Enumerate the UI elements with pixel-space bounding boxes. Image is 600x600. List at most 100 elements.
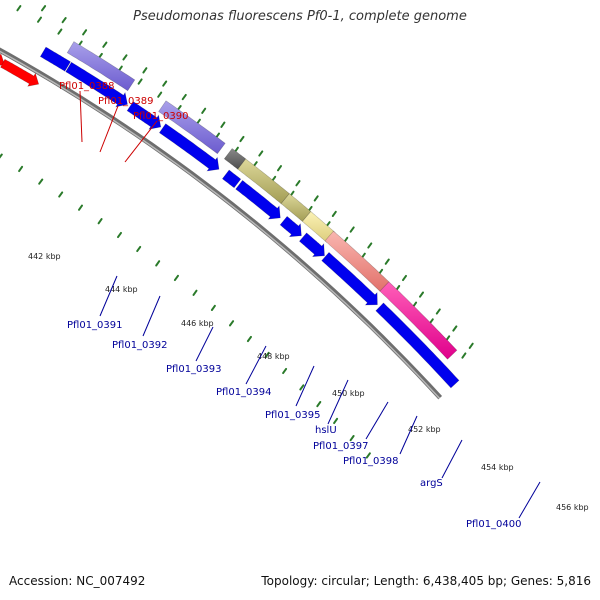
label-pfl01-0390-leader <box>124 120 158 163</box>
lower-minor-tick <box>162 80 168 87</box>
lower-minor-tick <box>402 274 407 282</box>
lower-minor-tick <box>384 258 390 265</box>
gene-pfl01-0400-category <box>379 281 458 360</box>
label-pfl01-0394: Pfl01_0394 <box>216 387 272 398</box>
label-args-leader <box>441 439 463 479</box>
gene-pfl01-0394-category <box>158 100 226 155</box>
tick-label: 446 kbp <box>181 319 214 328</box>
lower-minor-tick <box>331 210 337 217</box>
label-pfl01-0389: Pfl01_0389 <box>98 96 154 107</box>
lower-tick <box>461 352 467 359</box>
tick-label: 448 kbp <box>257 352 290 361</box>
gene-pfl01-0394-strand <box>158 123 220 172</box>
lower-tick <box>37 16 42 23</box>
lower-minor-tick <box>452 325 458 332</box>
gene-args-strand <box>321 251 378 306</box>
label-pfl01-0397: Pfl01_0397 <box>313 441 369 452</box>
accession-text: Accession: NC_007492 <box>9 574 146 588</box>
lower-minor-tick <box>41 5 47 12</box>
lower-minor-tick <box>468 342 474 349</box>
tick-label: 444 kbp <box>105 285 138 294</box>
lower-minor-tick <box>181 93 187 101</box>
lower-minor-tick <box>367 242 373 249</box>
upper-tick <box>38 178 44 185</box>
label-pfl01-0393: Pfl01_0393 <box>166 364 222 375</box>
lower-tick <box>137 78 143 85</box>
tick-label: 456 kbp <box>556 503 589 512</box>
upper-tick <box>18 165 24 173</box>
lower-minor-tick <box>258 150 264 157</box>
upper-tick <box>333 417 339 425</box>
label-pfl01-0389-leader <box>99 105 119 153</box>
gene-pfl01-0393-strand <box>126 101 162 130</box>
upper-tick <box>282 367 288 375</box>
chromosome-backbone <box>0 47 443 400</box>
lower-minor-tick <box>122 54 128 61</box>
label-pfl01-0400: Pfl01_0400 <box>466 519 522 530</box>
backbone-highlight <box>0 50 441 399</box>
upper-tick <box>78 204 83 211</box>
upper-tick <box>229 320 235 327</box>
label-pfl01-0393-leader <box>195 326 214 362</box>
label-pfl01-0391: Pfl01_0391 <box>67 320 123 331</box>
label-args: argS <box>420 478 443 489</box>
label-hslu: hslU <box>315 425 337 436</box>
lower-minor-tick <box>201 107 207 114</box>
tick-label: 452 kbp <box>408 425 441 434</box>
gene-pfl01-0392-strand <box>65 61 128 108</box>
lower-tick <box>16 5 22 12</box>
lower-minor-tick <box>239 135 245 143</box>
lower-tick <box>57 28 63 35</box>
lower-minor-tick <box>61 17 67 24</box>
upper-tick <box>155 260 161 267</box>
upper-tick <box>246 335 252 343</box>
tick-marks <box>0 5 474 459</box>
backbone-line <box>0 47 443 400</box>
gene-hslu-strand <box>235 179 281 220</box>
upper-tick <box>136 245 142 253</box>
label-pfl01-0391-leader <box>99 275 118 317</box>
gene-pfl01-0395-strand <box>221 169 242 189</box>
label-pfl01-0388-leader <box>79 90 83 143</box>
upper-tick <box>58 191 64 198</box>
label-pfl01-0398-leader <box>399 415 418 455</box>
upper-tick <box>349 435 355 442</box>
tick-label: 454 kbp <box>481 463 514 472</box>
gene-pfl01-0398-strand <box>298 232 325 257</box>
gene-pfl01-0397-strand <box>279 215 302 238</box>
upper-tick <box>97 218 103 225</box>
lower-minor-tick <box>349 226 355 233</box>
upper-tick <box>264 351 270 358</box>
upper-tick <box>210 304 216 311</box>
tick-label: 450 kbp <box>332 389 365 398</box>
label-pfl01-0398: Pfl01_0398 <box>343 456 399 467</box>
tick-label: 442 kbp <box>28 252 61 261</box>
lower-minor-tick <box>142 67 148 74</box>
lower-minor-tick <box>220 121 226 128</box>
label-pfl01-0395-leader <box>295 365 315 407</box>
upper-tick <box>192 289 198 296</box>
genome-summary-text: Topology: circular; Length: 6,438,405 bp… <box>261 574 591 588</box>
upper-tick <box>173 274 179 282</box>
label-pfl01-0400-leader <box>518 481 541 519</box>
upper-tick <box>365 452 371 459</box>
label-pfl01-0397-leader <box>365 401 389 440</box>
lower-minor-tick <box>277 165 282 172</box>
gene-pfl01-0390 <box>0 58 40 87</box>
label-pfl01-0390: Pfl01_0390 <box>133 111 189 122</box>
lower-minor-tick <box>82 29 88 36</box>
lower-minor-tick <box>419 291 424 298</box>
gene-pfl01-0391-strand <box>39 46 71 72</box>
gene-features <box>0 41 460 389</box>
feature-labels: 442 kbp 444 kbp 446 kbp 448 kbp 450 kbp 452 k… <box>28 81 589 530</box>
label-pfl01-0392-leader <box>142 295 161 337</box>
upper-tick <box>117 231 122 239</box>
gene-pfl01-0392-category <box>66 41 136 92</box>
lower-minor-tick <box>435 308 441 315</box>
genome-title: Pseudomonas fluorescens Pf0-1, complete … <box>133 9 467 24</box>
upper-tick <box>299 384 305 391</box>
lower-minor-tick <box>313 195 319 202</box>
label-pfl01-0392: Pfl01_0392 <box>112 340 168 351</box>
